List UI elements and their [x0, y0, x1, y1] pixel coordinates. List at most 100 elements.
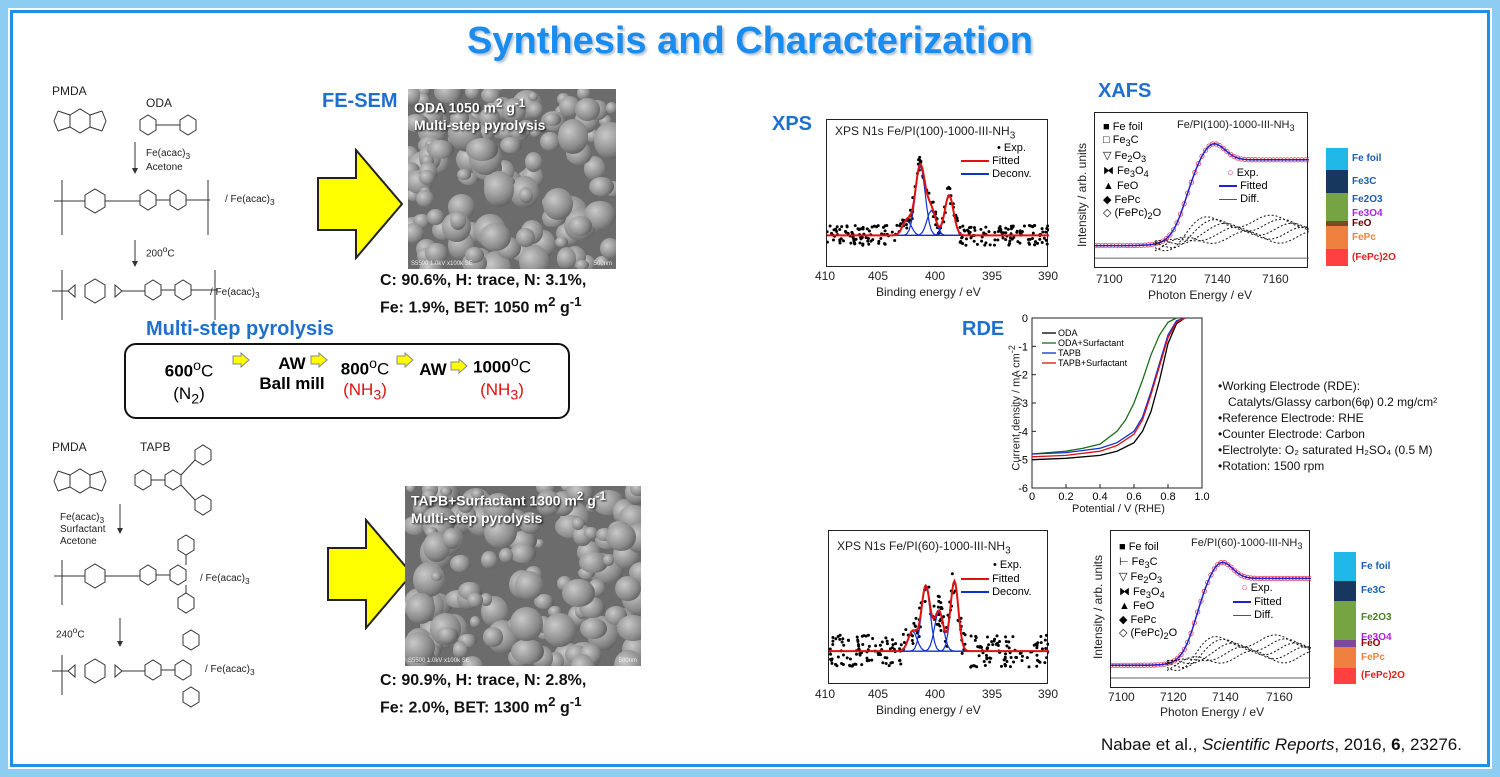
xps-data-point — [1045, 242, 1049, 246]
xps-data-point — [841, 653, 845, 657]
solvent-label-1: Acetone — [146, 162, 183, 173]
sem-grain — [421, 155, 434, 167]
xafs-1-tick-7160: 7160 — [1262, 272, 1289, 286]
sem-grain — [570, 653, 595, 666]
xafs-plot-1-svg — [1092, 141, 1312, 259]
sem-grain — [434, 89, 464, 104]
temperature-label-2: 240oC — [56, 625, 85, 641]
xps-data-point — [983, 243, 987, 247]
sem-footer-2: S5500 1.0kV x100k SE — [408, 658, 470, 664]
xps-data-point — [1004, 238, 1008, 242]
solvent-label-2: Acetone — [60, 536, 97, 547]
surfactant-label: Surfactant — [60, 524, 106, 535]
xps-data-point — [867, 644, 871, 648]
rde-ytick-label: 0 — [1022, 313, 1028, 325]
xps-data-point — [867, 229, 871, 233]
sem-grain — [478, 107, 500, 128]
sem-grain — [533, 539, 545, 549]
xps-data-point — [838, 227, 842, 231]
xps-data-point — [854, 652, 858, 656]
sem-grain — [629, 562, 641, 584]
xafs-2-legend-fe2o3: ▽ Fe2O3 — [1119, 571, 1163, 586]
xps-data-point — [825, 240, 829, 244]
composition-segment--fepc-2o — [1326, 249, 1348, 266]
sem-grain — [510, 607, 544, 641]
xps-data-point — [1001, 236, 1005, 240]
xafs-reference-curve — [1154, 214, 1310, 252]
sem-grain — [599, 238, 616, 260]
xps-data-point — [846, 232, 850, 236]
xps-data-point — [985, 656, 989, 660]
synthesis-scheme-tapb — [52, 444, 212, 708]
xafs-exp-point — [1217, 143, 1223, 149]
xps-data-point — [879, 236, 883, 240]
xps-2-legend-deconv: Deconv. — [961, 586, 1032, 598]
xps-1-legend-fitted: Fitted — [961, 155, 1020, 167]
xps-data-point — [901, 218, 905, 222]
xps-data-point — [835, 225, 839, 229]
sem-grain — [524, 152, 542, 173]
xps-data-point — [1033, 243, 1037, 247]
xafs-reference-curve — [1154, 230, 1310, 252]
sem-grain — [556, 247, 576, 269]
xafs-exp-point — [1167, 232, 1173, 238]
composition-bar-2-stack — [1334, 552, 1356, 684]
sem-grain — [419, 170, 436, 186]
xps-data-point — [1027, 242, 1031, 246]
sem-grain — [408, 222, 425, 243]
xafs-exp-point — [1224, 148, 1230, 155]
xps-data-point — [984, 653, 988, 657]
xafs-exp-point — [1170, 227, 1177, 233]
xps-data-point — [1007, 646, 1011, 650]
xafs-1-legend-fepc2o: ◇ (FePc)2O — [1103, 207, 1162, 222]
xps-data-point — [848, 657, 852, 661]
rde-note-5: •Electrolyte: O₂ saturated H₂SO₄ (0.5 M) — [1218, 443, 1433, 457]
xafs-exp-point — [1238, 572, 1244, 578]
sem-grain — [595, 255, 610, 266]
rde-note-1: •Working Electrode (RDE): — [1218, 379, 1361, 393]
sem-grain — [584, 527, 598, 539]
composition-label-fepc: FePc — [1361, 651, 1385, 663]
xps-data-point — [1020, 654, 1024, 658]
xps-data-point — [885, 642, 889, 646]
step-arrow-2 — [310, 352, 328, 368]
xps-data-point — [1003, 652, 1007, 656]
pmda-label-1: PMDA — [52, 84, 87, 98]
xps-deconv-peak — [829, 630, 1049, 652]
step-800: 800oC (NH3) — [340, 356, 390, 404]
step-aw-ballmill: AW Ball mill — [259, 354, 325, 393]
xps-data-point — [1001, 231, 1005, 235]
sem-grain — [469, 616, 481, 628]
sem-grain — [458, 497, 473, 513]
xafs-reference-curve — [1166, 646, 1312, 666]
xps-data-point — [861, 643, 865, 647]
step-600: 600oC (N2) — [164, 358, 214, 408]
xps-data-point — [1039, 634, 1043, 638]
xps-data-point — [1042, 236, 1046, 240]
xps-data-point — [834, 637, 838, 641]
xps-data-point — [1008, 665, 1012, 669]
xps-data-point — [993, 238, 997, 242]
xps-data-point — [985, 647, 989, 651]
xps-data-point — [880, 640, 884, 644]
xps-1-tick-390: 390 — [1038, 269, 1059, 283]
xafs-reference-curve — [1166, 634, 1312, 672]
xps-data-point — [977, 654, 981, 658]
xps-data-point — [871, 637, 875, 641]
xafs-1-tick-7120: 7120 — [1150, 272, 1177, 286]
xps-data-point — [829, 652, 833, 656]
xps-data-point — [991, 643, 995, 647]
xps-data-point — [1031, 237, 1035, 241]
xps-data-point — [861, 242, 865, 246]
sem-grain — [508, 123, 528, 139]
xps-1-legend-exp: • Exp. — [997, 142, 1026, 154]
xps-data-point — [990, 640, 994, 644]
xps-data-point — [866, 239, 870, 243]
step-aw: AW — [419, 360, 447, 379]
xps-data-point — [1007, 640, 1011, 644]
xps-data-point — [960, 651, 964, 655]
xps-data-point — [969, 225, 973, 229]
xps-data-point — [841, 637, 845, 641]
sem-grain — [405, 486, 417, 493]
